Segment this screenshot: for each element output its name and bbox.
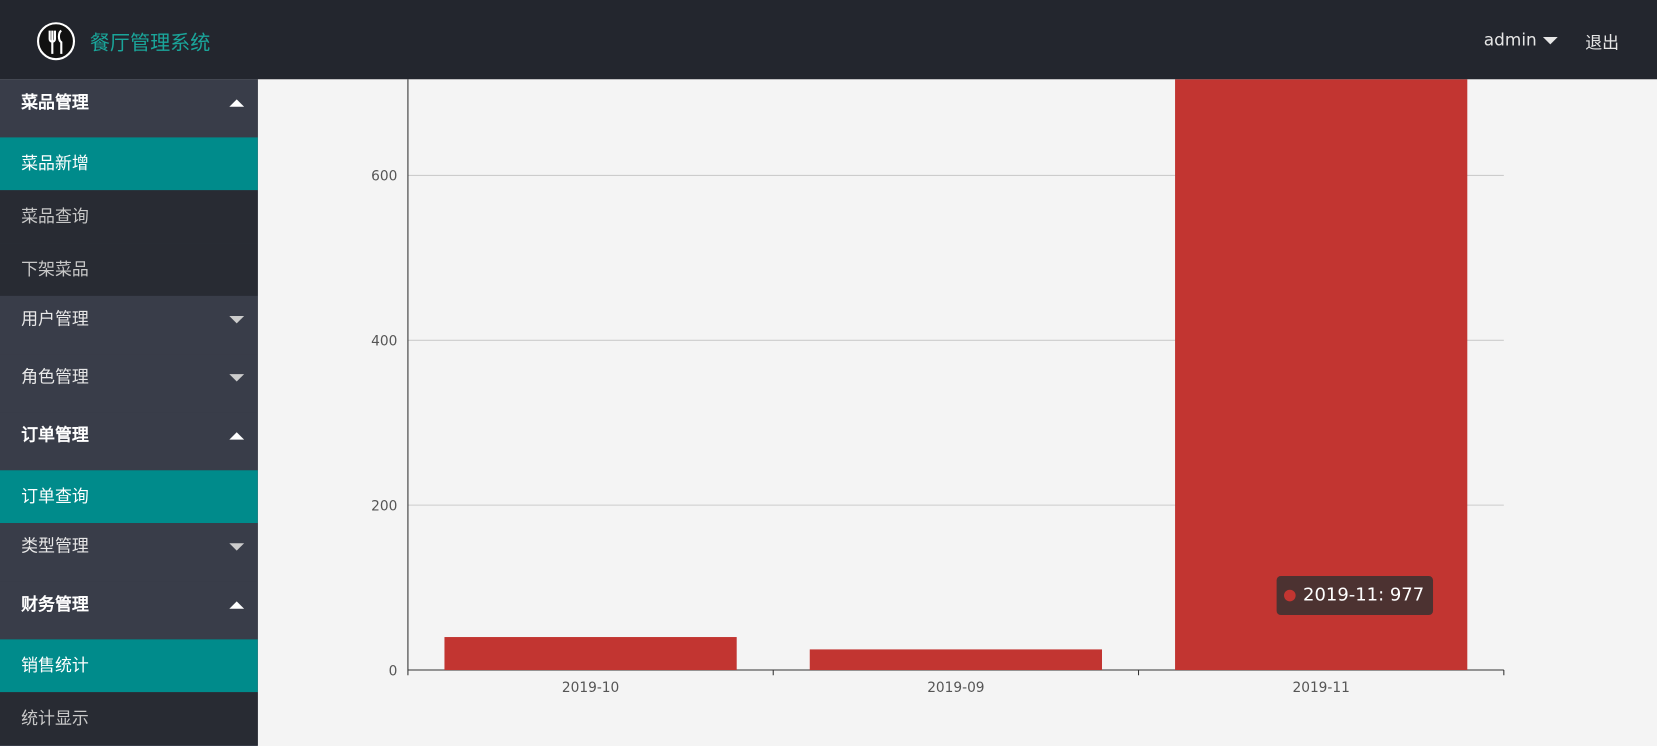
menu-label: 用户管理 bbox=[21, 308, 89, 329]
menu-arrow bbox=[229, 315, 245, 324]
menu-arrow bbox=[229, 543, 245, 551]
menu-arrow bbox=[229, 99, 245, 107]
menu-arrow bbox=[229, 601, 245, 609]
menu-item[interactable]: 销售统计 bbox=[0, 639, 258, 693]
menu-label: 菜品新增 bbox=[21, 153, 89, 174]
y-tick-label: 600 bbox=[371, 169, 397, 185]
x-tick-label: 2019-10 bbox=[562, 680, 619, 696]
menu-label: 财务管理 bbox=[21, 593, 89, 615]
logo bbox=[36, 22, 76, 61]
tooltip-text: 2019-11: 977 bbox=[1303, 584, 1425, 606]
y-tick-label: 0 bbox=[389, 663, 398, 679]
menu-item[interactable]: 菜品查询 bbox=[0, 190, 258, 244]
menu-group[interactable]: 类型管理 bbox=[0, 523, 258, 582]
caret bbox=[1542, 36, 1558, 45]
menu-item[interactable]: 菜品新增 bbox=[0, 137, 258, 191]
bar bbox=[444, 637, 737, 671]
menu-label: 订单查询 bbox=[21, 486, 89, 507]
menu-group[interactable]: 用户管理 bbox=[0, 295, 258, 355]
menu-label: 订单管理 bbox=[21, 424, 89, 445]
menu-group[interactable]: 角色管理 bbox=[0, 354, 258, 413]
sidebar: 菜品管理菜品新增菜品查询下架菜品用户管理角色管理订单管理订单查询类型管理财务管理… bbox=[0, 79, 258, 746]
menu-label: 类型管理 bbox=[21, 535, 89, 556]
y-tick-label: 400 bbox=[371, 334, 397, 350]
user-menu[interactable]: admin bbox=[1483, 29, 1537, 50]
menu-label: 销售统计 bbox=[21, 655, 89, 676]
x-tick-label: 2019-11 bbox=[1293, 680, 1350, 696]
menu-item[interactable]: 订单查询 bbox=[0, 470, 258, 524]
bar bbox=[809, 649, 1102, 671]
menu-group[interactable]: 财务管理 bbox=[0, 581, 258, 640]
tooltip: 2019-11: 977 bbox=[1276, 575, 1433, 616]
y-tick-label: 200 bbox=[371, 498, 397, 514]
app-title: 餐厅管理系统 bbox=[89, 31, 211, 55]
logout[interactable]: 退出 bbox=[1585, 32, 1620, 53]
x-tick-label: 2019-09 bbox=[927, 680, 984, 696]
menu-arrow bbox=[229, 432, 245, 440]
menu-label: 统计显示 bbox=[21, 708, 89, 729]
menu-group[interactable]: 订单管理 bbox=[0, 412, 258, 471]
header: 餐厅管理系统 admin 退出 bbox=[0, 0, 1657, 80]
menu-label: 角色管理 bbox=[21, 366, 89, 387]
tooltip-dot bbox=[1284, 589, 1296, 602]
menu-label: 下架菜品 bbox=[21, 258, 89, 279]
menu-label: 菜品查询 bbox=[21, 206, 89, 227]
menu-item[interactable]: 统计显示 bbox=[0, 692, 258, 746]
menu-arrow bbox=[229, 374, 245, 382]
menu-label: 菜品管理 bbox=[21, 91, 89, 113]
bar bbox=[1175, 79, 1468, 671]
menu-item[interactable]: 下架菜品 bbox=[0, 243, 258, 296]
menu-group[interactable]: 菜品管理 bbox=[0, 79, 258, 138]
